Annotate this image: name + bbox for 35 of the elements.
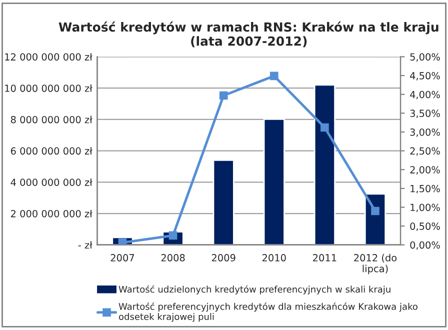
legend-label: Wartość udzielonych kredytów preferencyjnych w skali kraju	[118, 285, 390, 294]
y2-tick-label: 2,00%	[410, 166, 440, 174]
y-tick-label: - zł	[78, 241, 92, 249]
y-tick-label: 8 000 000 000 zł	[10, 116, 92, 124]
y2-tick-label: 4,00%	[410, 90, 440, 100]
y2-tick-label: 1,00%	[410, 204, 440, 212]
x-tick-label: 2010	[262, 254, 286, 262]
x-tick-label: 2009	[212, 254, 236, 262]
y2-tick-label: 0,50%	[410, 222, 440, 231]
chart-title: Wartość kredytów w ramach RNS: Kraków na tle kraju (lata 2007-2012)	[58, 22, 438, 48]
legend-label: Wartość preferencyjnych kredytów dla mieszkańców Krakowa jako odsetek krajowej puli	[118, 302, 418, 322]
point	[118, 238, 127, 245]
y2-tick-label: 1,50%	[410, 184, 440, 194]
y-tick-label: 10 000 000 000 zł	[5, 84, 92, 92]
point	[270, 72, 278, 80]
y-tick-label: 6 000 000 000 zł	[10, 147, 92, 155]
x-tick-label: 2007	[110, 254, 134, 262]
point	[219, 91, 228, 100]
y-tick-label: 4 000 000 000 zł	[10, 178, 92, 186]
y2-tick-label: 5,00%	[410, 53, 440, 62]
point	[371, 206, 380, 216]
bar	[314, 84, 336, 245]
y2-tick-label: 2,50%	[410, 147, 440, 156]
y2-tick-label: 0,00%	[410, 241, 440, 250]
y2-tick-label: 3,00%	[410, 128, 440, 137]
y-tick-label: 2 000 000 000 zł	[10, 210, 92, 218]
y2-tick-label: 3,50%	[410, 110, 440, 118]
bar	[263, 118, 285, 245]
x-tick-label: 2011	[313, 254, 336, 262]
x-tick-label: 2012 (do lipca)	[354, 254, 397, 274]
x-tick-label: 2008	[161, 254, 185, 262]
bar	[212, 160, 234, 245]
point	[320, 123, 329, 132]
y2-tick-label: 4,50%	[410, 72, 440, 80]
y-tick-label: 12 000 000 000 zł	[5, 53, 92, 61]
